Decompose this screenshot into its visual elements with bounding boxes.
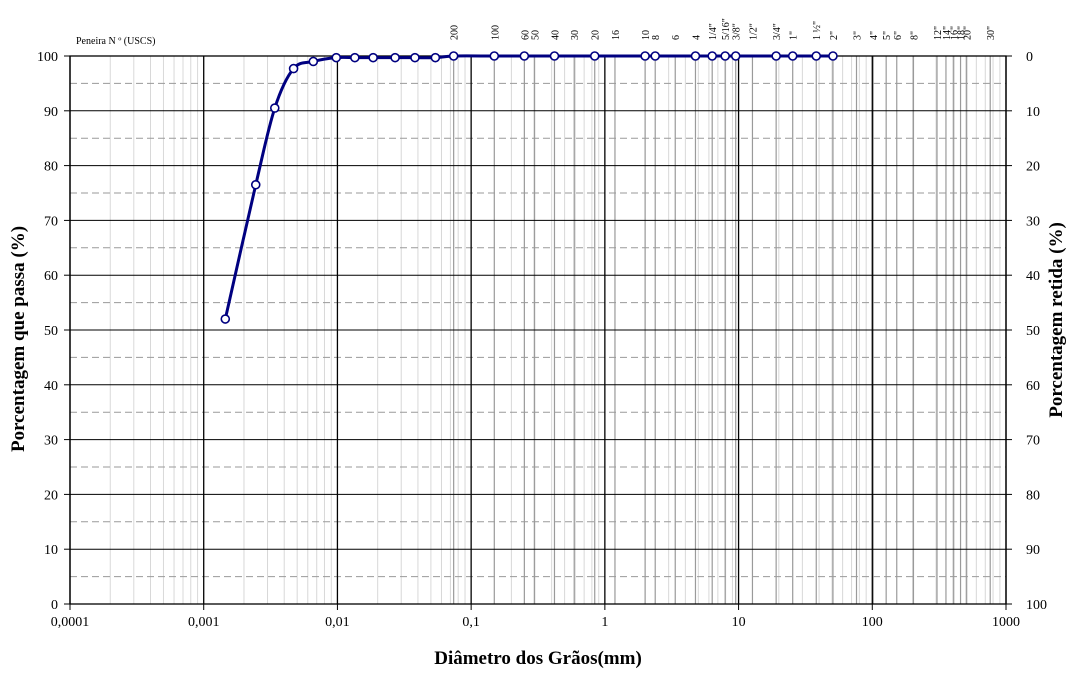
y-right-tick-label: 80 [1026, 488, 1040, 503]
y-right-tick-label: 50 [1026, 324, 1040, 339]
sieve-label: 16 [611, 30, 622, 40]
sieve-label: 5/16" [721, 18, 732, 40]
y-axis-right-title: Porcentagem retida (%) [1046, 222, 1067, 418]
y-left-tick-label: 40 [44, 379, 58, 394]
data-point [650, 51, 661, 61]
sieve-label: 16" [950, 26, 961, 40]
sieve-label: 50 [530, 30, 541, 40]
sieve-label: 20 [591, 30, 602, 40]
x-tick-label: 0,001 [188, 615, 220, 630]
data-point [589, 51, 600, 61]
sieve-label: 6" [893, 31, 904, 40]
sieve-label: 3/4" [772, 23, 783, 40]
data-curve [220, 51, 838, 324]
y-left-tick-label: 10 [44, 543, 58, 558]
x-tick-label: 0,01 [325, 615, 350, 630]
x-axis-title: Diâmetro dos Grãos(mm) [434, 648, 642, 669]
y-left-tick-label: 30 [44, 434, 58, 449]
x-tick-label: 1 [601, 615, 608, 630]
sieve-label: 4" [869, 31, 880, 40]
sieve-label: 14" [942, 26, 953, 40]
y-left-tick-label: 20 [44, 488, 58, 503]
sieve-label: 2" [829, 31, 840, 40]
sieve-label: 3/8" [732, 23, 743, 40]
x-tick-label: 100 [862, 615, 883, 630]
tick-labels: 0,0001 0,001 0,01 0,1 1 10 100 1000010203040506… [37, 50, 1047, 630]
y-left-tick-label: 0 [51, 598, 58, 613]
data-point [331, 52, 342, 63]
y-left-tick-label: 70 [44, 214, 58, 229]
y-left-tick-label: 90 [44, 105, 58, 120]
sieve-label: 8 [651, 35, 662, 40]
sieve-label: 100 [490, 25, 501, 40]
data-point [707, 51, 717, 61]
sieve-label: 30 [570, 30, 581, 40]
data-point [350, 52, 360, 63]
y-left-tick-label: 60 [44, 269, 58, 284]
sieve-labels: 200 100 60 50 40 30 20 16 10 8 6 4 1/4" 5/16" 3/8" 1/2"… [450, 18, 998, 40]
sieve-header: Peneira N º (USCS) [76, 36, 155, 47]
sieve-label: 12" [933, 26, 944, 40]
sieve-label: 60 [520, 30, 531, 40]
y-right-tick-label: 90 [1026, 543, 1040, 558]
data-point [410, 52, 420, 63]
x-tick-label: 0,0001 [51, 615, 90, 630]
data-point [308, 56, 319, 67]
sieve-label: 1" [789, 31, 800, 40]
sieve-label: 4 [691, 35, 702, 40]
labels: Peneira N º (USCS) Diâmetro dos Grãos(mm… [8, 36, 1067, 669]
y-right-tick-label: 100 [1026, 598, 1047, 613]
sieve-label: 1 ½" [812, 21, 823, 40]
data-point [771, 51, 781, 61]
y-right-tick-label: 0 [1026, 50, 1033, 65]
data-point [519, 51, 530, 61]
sieve-label: 3" [853, 31, 864, 40]
sieve-label: 10 [641, 30, 652, 40]
data-point [288, 63, 299, 74]
sieve-label: 18" [957, 26, 968, 40]
data-point [640, 51, 650, 61]
y-right-tick-label: 10 [1026, 105, 1040, 120]
data-point [390, 52, 400, 63]
sieve-label: 1/4" [708, 23, 719, 40]
data-point [489, 51, 500, 61]
y-left-tick-label: 50 [44, 324, 58, 339]
sieve-label: 40 [550, 30, 561, 40]
x-tick-label: 1000 [992, 615, 1020, 630]
data-point [730, 51, 741, 61]
data-point [220, 314, 231, 324]
x-tick-label: 10 [732, 615, 746, 630]
data-point [720, 51, 730, 61]
data-point [549, 51, 560, 61]
sieve-label: 1/2" [748, 23, 759, 40]
sieve-label: 20" [963, 26, 974, 40]
sieve-label: 6 [671, 35, 682, 40]
y-left-tick-label: 100 [37, 50, 58, 65]
y-axis-left-title: Porcentagem que passa (%) [8, 226, 29, 452]
y-left-tick-label: 80 [44, 160, 58, 175]
y-right-tick-label: 20 [1026, 160, 1040, 175]
data-point [250, 179, 261, 190]
sieve-label: 8" [909, 31, 920, 40]
data-point [690, 51, 701, 61]
data-point [787, 51, 798, 61]
sieve-label: 200 [450, 25, 461, 40]
y-right-tick-label: 30 [1026, 214, 1040, 229]
data-point [368, 52, 378, 63]
sieve-label: 30" [986, 26, 997, 40]
data-point [811, 51, 822, 61]
x-tick-label: 0,1 [462, 615, 480, 630]
y-right-tick-label: 70 [1026, 434, 1040, 449]
data-point [269, 103, 280, 113]
sieve-label: 5" [882, 31, 893, 40]
y-right-tick-label: 40 [1026, 269, 1040, 284]
y-right-tick-label: 60 [1026, 379, 1040, 394]
data-point [828, 51, 838, 61]
data-point [430, 52, 441, 63]
data-point [448, 51, 459, 61]
